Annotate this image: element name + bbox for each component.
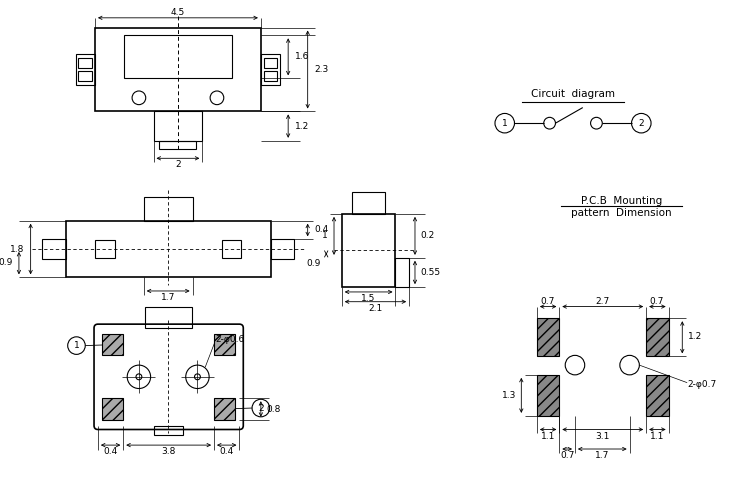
Text: 1: 1 xyxy=(502,118,508,128)
Bar xyxy=(395,258,410,287)
Bar xyxy=(76,54,95,85)
Text: 0.9: 0.9 xyxy=(0,258,13,267)
Bar xyxy=(102,334,123,355)
Text: pattern  Dimension: pattern Dimension xyxy=(572,208,672,218)
Bar xyxy=(66,220,271,278)
Text: 2.1: 2.1 xyxy=(368,304,382,313)
Text: 1.6: 1.6 xyxy=(295,52,309,62)
Text: 0.4: 0.4 xyxy=(104,448,118,456)
Text: 1.2: 1.2 xyxy=(295,122,309,130)
Text: 2.3: 2.3 xyxy=(314,65,328,74)
Text: 2.7: 2.7 xyxy=(596,297,610,306)
Bar xyxy=(79,72,92,81)
Text: 0.7: 0.7 xyxy=(541,297,555,306)
Bar xyxy=(264,58,278,68)
Bar xyxy=(537,318,560,356)
Text: 1.1: 1.1 xyxy=(650,432,664,441)
Text: 1.5: 1.5 xyxy=(361,294,375,304)
Text: 2: 2 xyxy=(175,160,181,168)
Bar xyxy=(222,240,242,258)
Text: 1.3: 1.3 xyxy=(502,391,517,400)
Bar xyxy=(160,140,196,148)
Bar xyxy=(102,398,123,419)
Text: 0.55: 0.55 xyxy=(421,268,441,277)
Text: 0.7: 0.7 xyxy=(650,297,664,306)
Text: 3.1: 3.1 xyxy=(595,432,610,441)
Bar xyxy=(124,36,232,78)
Bar xyxy=(214,334,236,355)
Text: 0.4: 0.4 xyxy=(314,225,328,234)
Text: 1.2: 1.2 xyxy=(688,332,703,342)
Bar xyxy=(154,426,183,436)
Text: 1: 1 xyxy=(322,231,328,240)
Text: 2: 2 xyxy=(638,118,644,128)
Bar xyxy=(95,240,115,258)
Text: 2-φ0.7: 2-φ0.7 xyxy=(687,380,716,389)
Bar xyxy=(95,28,261,112)
Text: 2-φ0.6: 2-φ0.6 xyxy=(215,335,244,344)
Text: 0.4: 0.4 xyxy=(220,448,234,456)
Bar xyxy=(352,192,385,214)
Text: 0.7: 0.7 xyxy=(560,452,574,460)
Text: P.C.B  Mounting: P.C.B Mounting xyxy=(581,196,662,206)
Text: 0.8: 0.8 xyxy=(267,404,281,413)
Bar xyxy=(264,72,278,81)
Text: 1.1: 1.1 xyxy=(541,432,555,441)
Bar xyxy=(154,112,203,140)
Text: Circuit  diagram: Circuit diagram xyxy=(531,89,615,99)
Bar xyxy=(342,214,395,287)
Bar xyxy=(144,198,193,220)
Bar xyxy=(271,240,294,259)
Text: 1.8: 1.8 xyxy=(10,244,25,254)
Text: 3.8: 3.8 xyxy=(161,448,176,456)
Text: 1: 1 xyxy=(74,341,80,350)
Text: 2: 2 xyxy=(258,404,264,412)
Bar xyxy=(537,375,560,416)
Text: 0.2: 0.2 xyxy=(421,231,435,240)
Bar xyxy=(42,240,66,259)
Text: 4.5: 4.5 xyxy=(171,8,185,18)
Bar xyxy=(646,318,668,356)
Bar xyxy=(646,375,668,416)
Text: 1.7: 1.7 xyxy=(161,294,176,302)
Text: 1.7: 1.7 xyxy=(595,452,610,460)
Bar xyxy=(214,398,236,419)
Text: 0.9: 0.9 xyxy=(306,259,320,268)
Bar xyxy=(261,54,280,85)
Bar xyxy=(145,306,191,328)
Bar xyxy=(79,58,92,68)
